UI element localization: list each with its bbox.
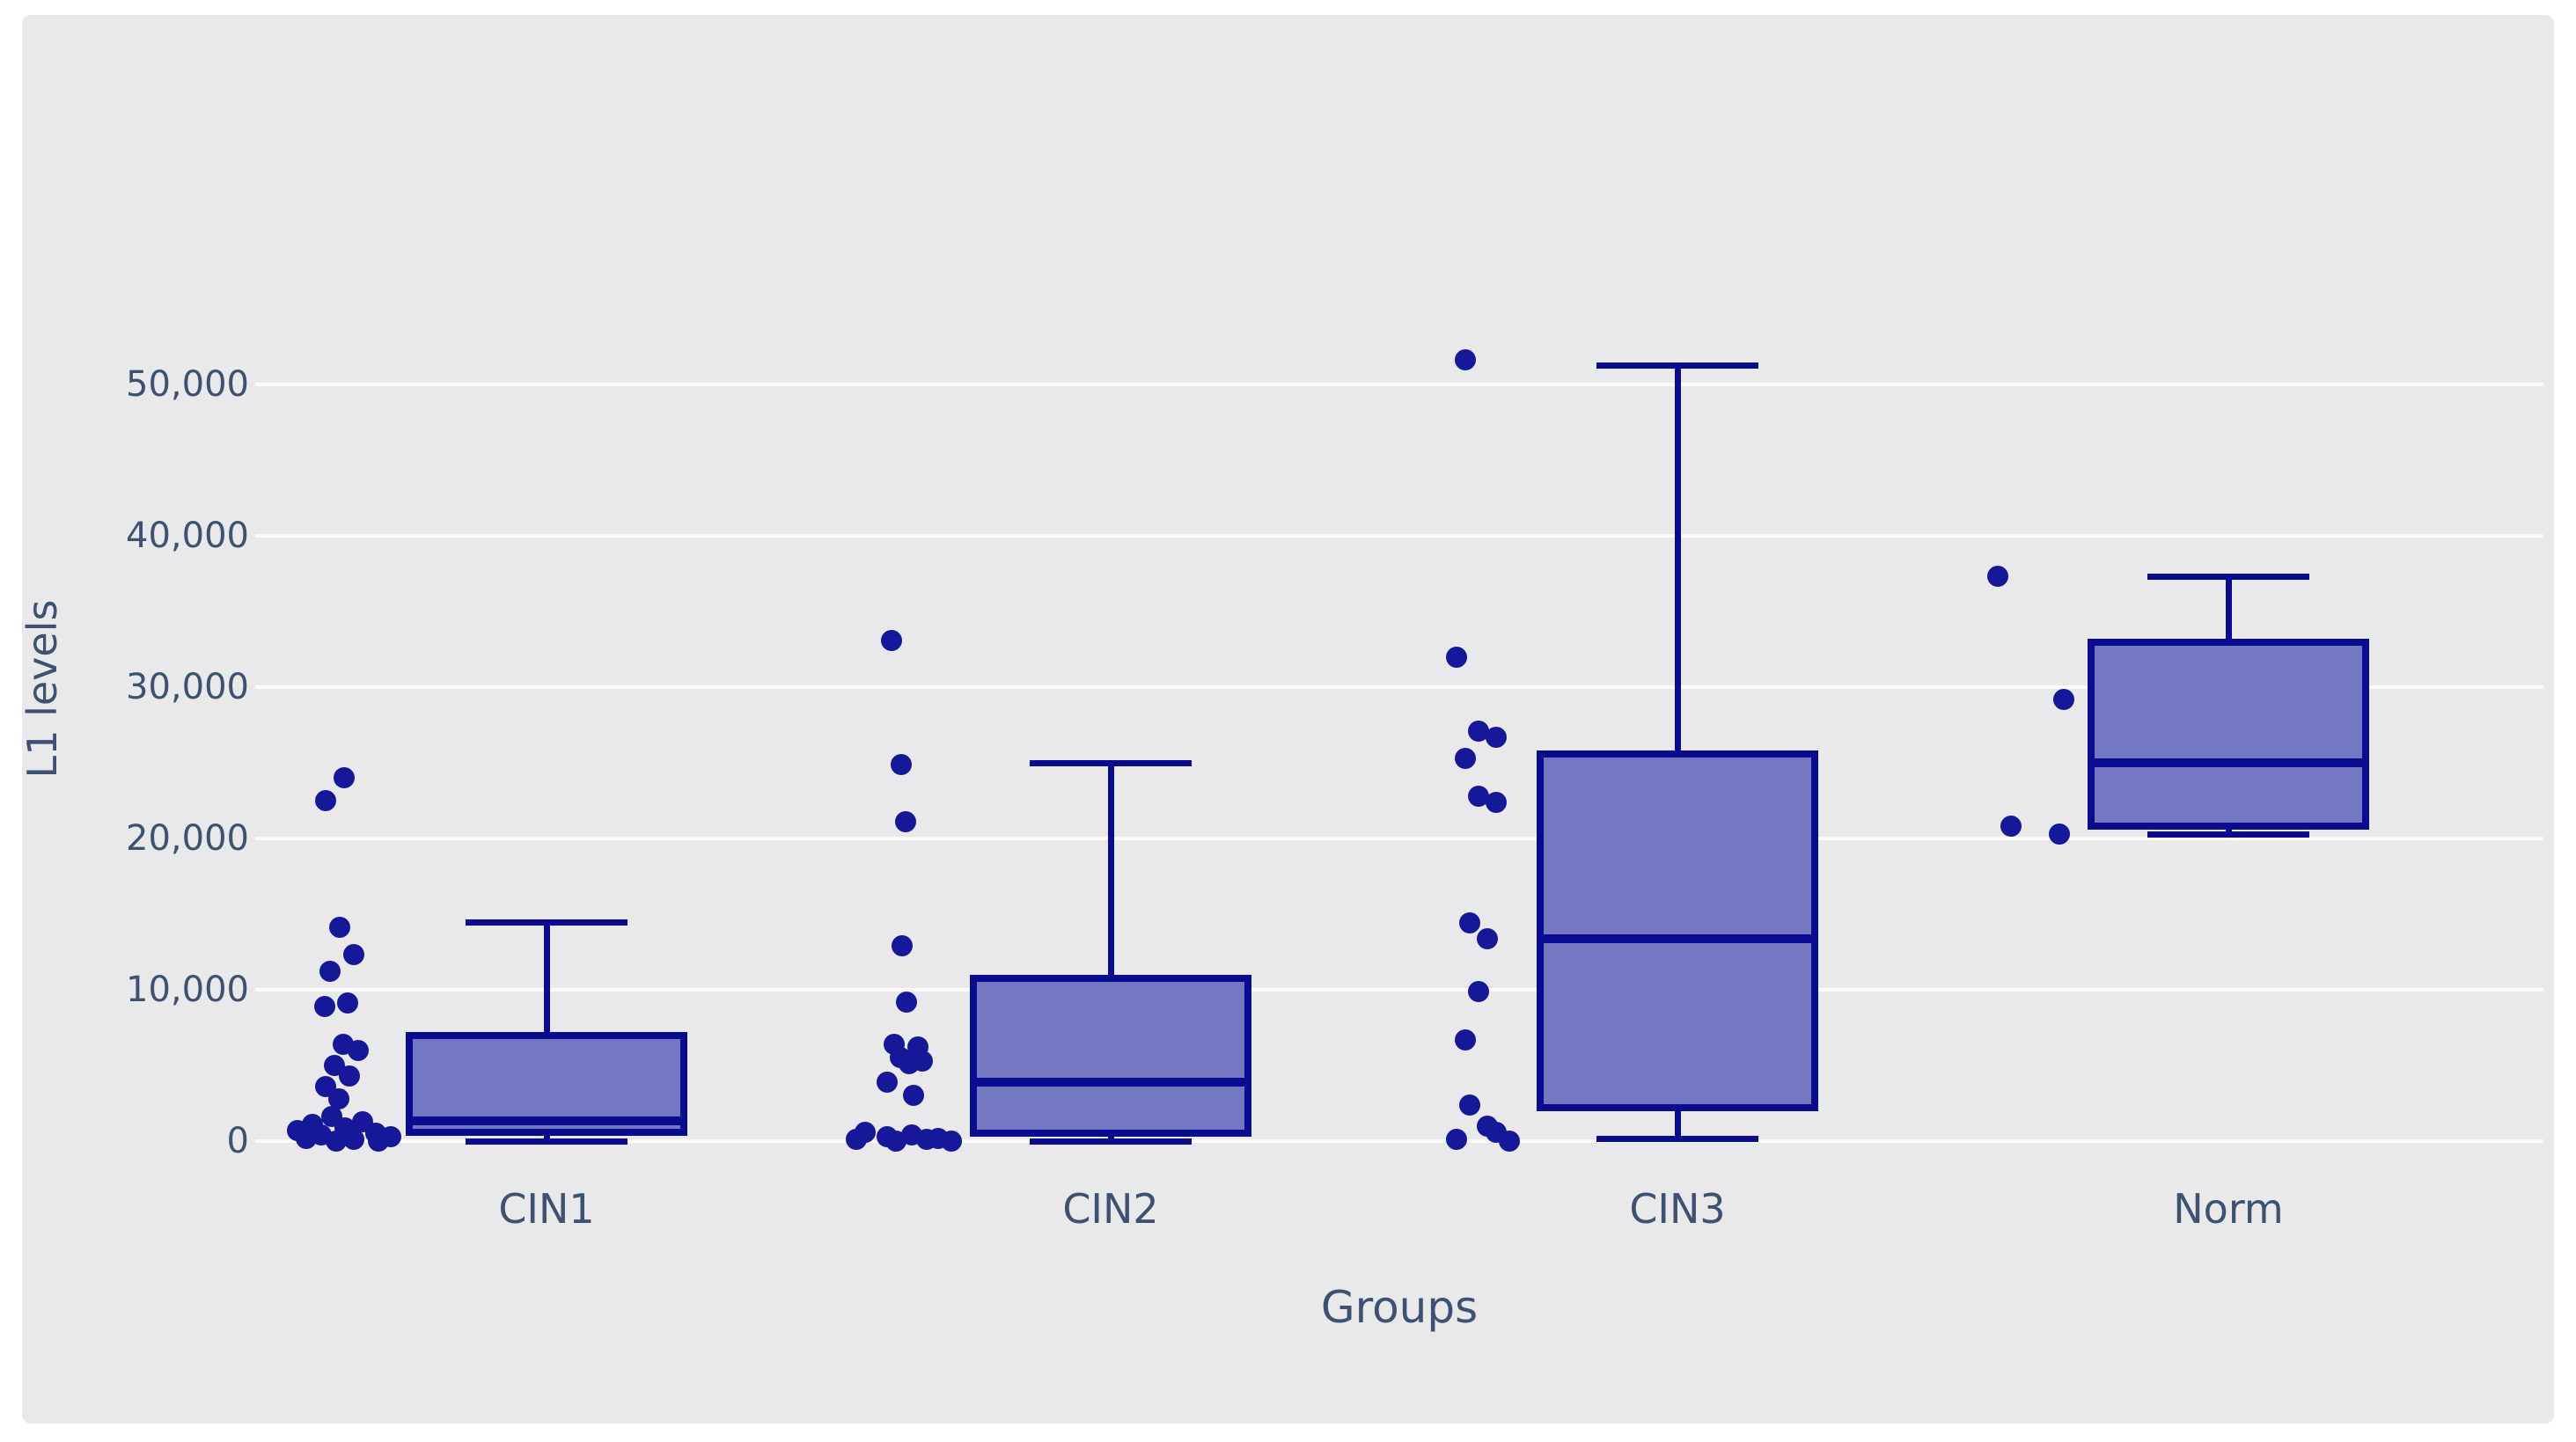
data-point[interactable] (1455, 747, 1476, 769)
data-point[interactable] (1455, 1028, 1476, 1050)
plot-panel: 0 10,000 20,000 30,000 40,000 50,000 CIN1 CIN2 C… (18, 15, 2554, 1424)
lower-whisker-stem (543, 1135, 550, 1141)
data-point[interactable] (314, 995, 335, 1017)
data-point[interactable] (2053, 688, 2074, 710)
median-line (970, 1077, 1251, 1087)
gridline (255, 837, 2543, 840)
gridline (255, 1139, 2543, 1143)
data-point[interactable] (895, 811, 916, 833)
data-point[interactable] (315, 790, 336, 811)
upper-whisker-stem (1674, 364, 1681, 751)
upper-whisker-cap (1030, 760, 1192, 766)
data-point[interactable] (1477, 927, 1498, 949)
y-tick-label: 50,000 (126, 364, 249, 405)
data-point[interactable] (2049, 823, 2070, 845)
median-line (406, 1116, 687, 1125)
data-point[interactable] (1486, 726, 1507, 748)
y-tick-label: 10,000 (126, 970, 249, 1010)
data-point[interactable] (1459, 1094, 1480, 1116)
x-tick-label: Norm (2173, 1185, 2284, 1233)
data-point[interactable] (1468, 980, 1489, 1002)
box[interactable] (970, 974, 1251, 1137)
gridline (255, 383, 2543, 386)
y-axis-title: L1 levels (18, 599, 66, 779)
data-point[interactable] (319, 961, 341, 983)
x-tick-label: CIN1 (498, 1185, 595, 1233)
data-point[interactable] (326, 1131, 347, 1152)
data-point[interactable] (339, 1065, 360, 1087)
data-point[interactable] (1446, 1129, 1467, 1151)
upper-whisker-stem (1107, 763, 1114, 975)
median-line (1537, 933, 1818, 943)
data-point[interactable] (877, 1071, 898, 1093)
data-point[interactable] (899, 1053, 920, 1075)
data-point[interactable] (891, 753, 912, 775)
gridline (255, 988, 2543, 992)
y-tick-label: 0 (226, 1121, 249, 1161)
data-point[interactable] (2000, 816, 2022, 838)
x-axis-title: Groups (1320, 1282, 1479, 1333)
data-point[interactable] (846, 1129, 867, 1151)
y-tick-label: 30,000 (126, 667, 249, 707)
lower-whisker-cap (1596, 1135, 1758, 1142)
data-point[interactable] (368, 1131, 389, 1152)
data-point[interactable] (885, 1131, 906, 1152)
data-point[interactable] (881, 629, 902, 651)
data-point[interactable] (343, 944, 364, 966)
data-point[interactable] (334, 767, 355, 789)
x-tick-label: CIN3 (1629, 1185, 1726, 1233)
x-tick-label: CIN2 (1062, 1185, 1159, 1233)
lower-whisker-cap (466, 1138, 627, 1145)
upper-whisker-cap (1596, 362, 1758, 369)
data-point[interactable] (941, 1131, 962, 1152)
data-point[interactable] (337, 992, 358, 1014)
data-point[interactable] (903, 1085, 924, 1107)
gridline (255, 534, 2543, 538)
data-point[interactable] (1446, 646, 1467, 668)
gridline (255, 685, 2543, 689)
data-point[interactable] (348, 1039, 369, 1061)
data-point[interactable] (329, 917, 350, 939)
data-point[interactable] (896, 991, 917, 1013)
upper-whisker-stem (2225, 576, 2232, 639)
upper-whisker-cap (2147, 574, 2309, 581)
data-point[interactable] (892, 935, 913, 957)
lower-whisker-cap (1030, 1138, 1192, 1145)
data-point[interactable] (1486, 791, 1507, 813)
y-tick-label: 20,000 (126, 818, 249, 859)
data-point[interactable] (328, 1087, 349, 1109)
data-point[interactable] (1455, 349, 1476, 371)
lower-whisker-cap (2147, 831, 2309, 838)
upper-whisker-stem (543, 921, 550, 1033)
y-tick-label: 40,000 (126, 516, 249, 556)
data-point[interactable] (1987, 566, 2008, 588)
data-point[interactable] (916, 1129, 937, 1151)
box[interactable] (2088, 638, 2369, 830)
median-line (2088, 758, 2369, 767)
data-point[interactable] (296, 1127, 317, 1149)
data-point[interactable] (343, 1129, 364, 1151)
lower-whisker-stem (1674, 1110, 1681, 1138)
data-point[interactable] (1459, 912, 1480, 934)
upper-whisker-cap (466, 919, 627, 926)
box[interactable] (1537, 750, 1818, 1111)
data-point[interactable] (1499, 1131, 1520, 1152)
